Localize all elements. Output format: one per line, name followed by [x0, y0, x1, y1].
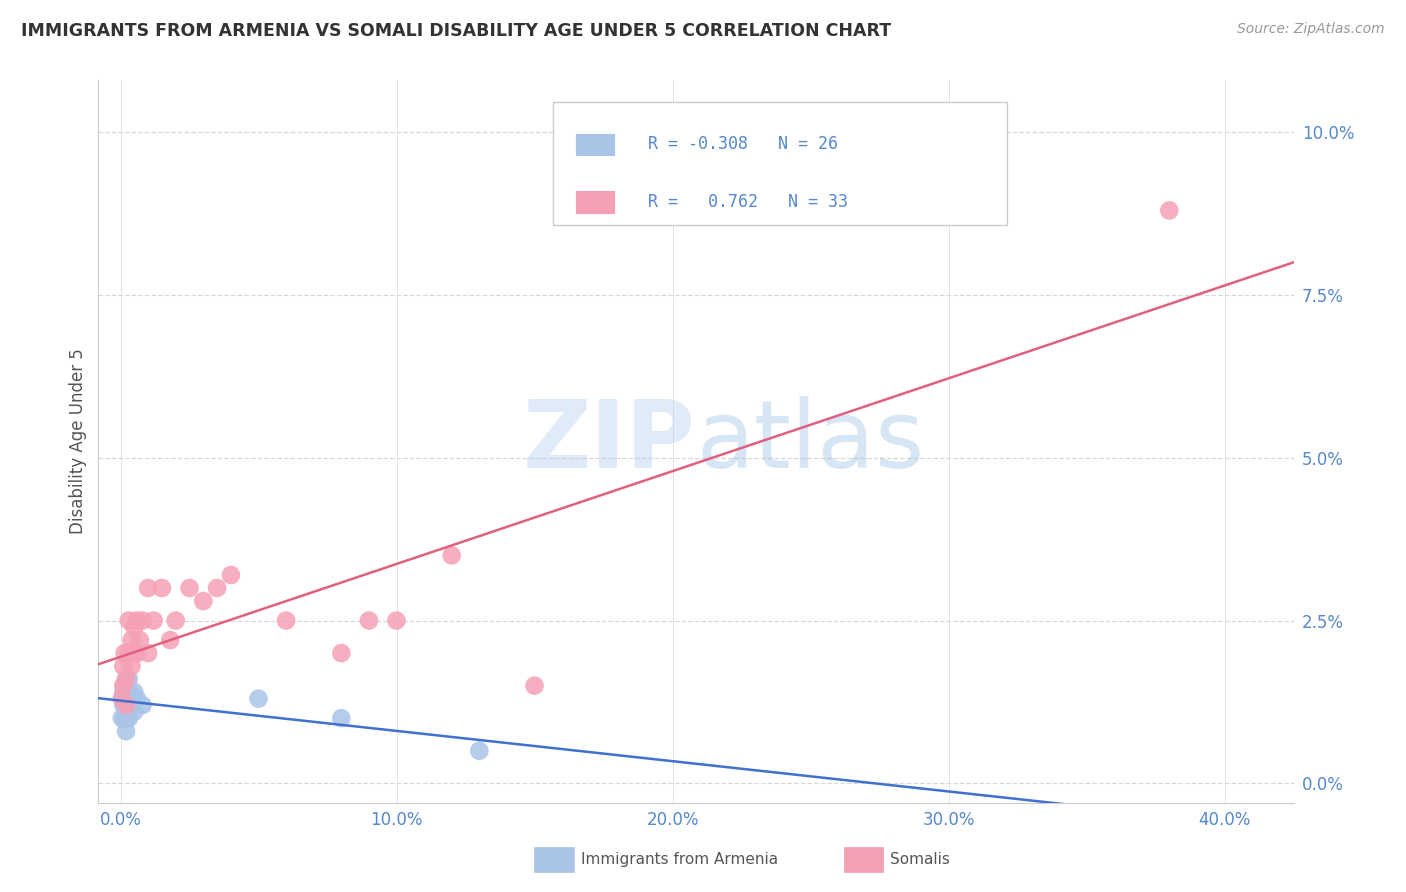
FancyBboxPatch shape — [553, 102, 1007, 225]
Point — [114, 679, 136, 693]
Text: R =   0.762   N = 33: R = 0.762 N = 33 — [648, 194, 848, 211]
Text: Somalis: Somalis — [890, 853, 950, 867]
Point — [118, 711, 141, 725]
Point — [115, 679, 138, 693]
Point — [440, 549, 463, 563]
Point — [330, 646, 353, 660]
Point — [112, 685, 135, 699]
Point — [114, 646, 136, 660]
Point — [136, 646, 159, 660]
Point — [179, 581, 201, 595]
Point — [118, 672, 141, 686]
Text: ZIP: ZIP — [523, 395, 696, 488]
Point — [115, 691, 138, 706]
Point — [124, 620, 146, 634]
Point — [114, 711, 136, 725]
Point — [205, 581, 228, 595]
Point — [111, 691, 134, 706]
Point — [131, 698, 153, 713]
Point — [121, 698, 143, 713]
Point — [124, 705, 146, 719]
Point — [115, 698, 138, 713]
Bar — [576, 191, 614, 213]
Bar — [534, 847, 574, 872]
Point — [121, 691, 143, 706]
Point — [159, 633, 181, 648]
Point — [274, 614, 297, 628]
Point — [118, 698, 141, 713]
Point — [118, 685, 141, 699]
Point — [112, 691, 135, 706]
Point — [142, 614, 165, 628]
Point — [128, 633, 150, 648]
Point — [165, 614, 187, 628]
Y-axis label: Disability Age Under 5: Disability Age Under 5 — [69, 349, 87, 534]
Point — [111, 711, 134, 725]
Text: IMMIGRANTS FROM ARMENIA VS SOMALI DISABILITY AGE UNDER 5 CORRELATION CHART: IMMIGRANTS FROM ARMENIA VS SOMALI DISABI… — [21, 22, 891, 40]
Point — [112, 698, 135, 713]
Point — [118, 614, 141, 628]
Bar — [844, 847, 883, 872]
Point — [121, 633, 143, 648]
Point — [124, 685, 146, 699]
Point — [115, 724, 138, 739]
Point — [219, 568, 242, 582]
Point — [115, 711, 138, 725]
Bar — [576, 134, 614, 155]
Text: R = -0.308   N = 26: R = -0.308 N = 26 — [648, 136, 838, 153]
Point — [115, 698, 138, 713]
Point — [115, 672, 138, 686]
Point — [193, 594, 215, 608]
Point — [115, 672, 138, 686]
Point — [357, 614, 380, 628]
Point — [118, 646, 141, 660]
Point — [1159, 203, 1181, 218]
Point — [468, 744, 491, 758]
Point — [125, 614, 148, 628]
Point — [112, 679, 135, 693]
Point — [121, 659, 143, 673]
Point — [523, 679, 546, 693]
Point — [125, 691, 148, 706]
Point — [150, 581, 173, 595]
Point — [124, 646, 146, 660]
Point — [125, 646, 148, 660]
Point — [247, 691, 270, 706]
Text: atlas: atlas — [696, 395, 924, 488]
Text: Source: ZipAtlas.com: Source: ZipAtlas.com — [1237, 22, 1385, 37]
Point — [117, 698, 139, 713]
Point — [136, 581, 159, 595]
Point — [112, 659, 135, 673]
Point — [330, 711, 353, 725]
Point — [385, 614, 408, 628]
Text: Immigrants from Armenia: Immigrants from Armenia — [581, 853, 778, 867]
Point — [131, 614, 153, 628]
